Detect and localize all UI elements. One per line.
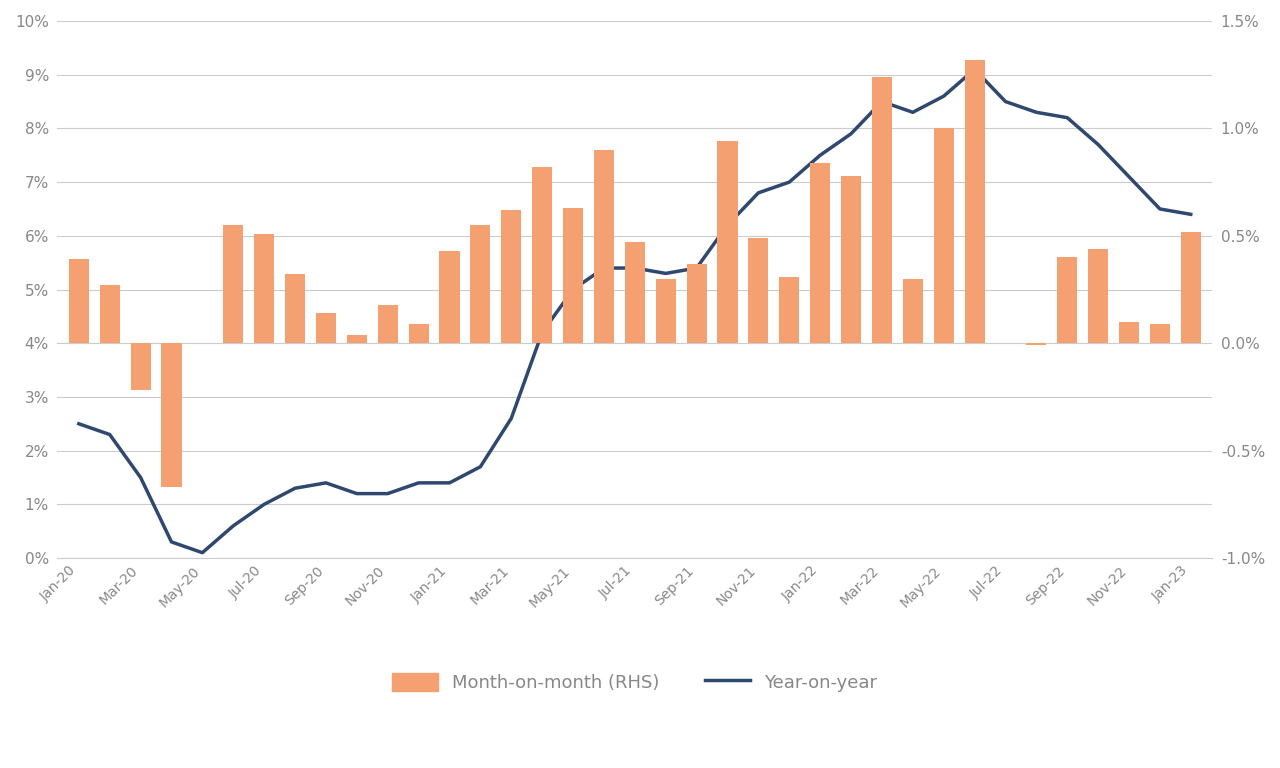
Bar bbox=[470, 225, 490, 343]
Bar bbox=[100, 285, 120, 343]
Bar bbox=[316, 313, 335, 343]
Bar bbox=[223, 225, 243, 343]
Bar bbox=[965, 60, 984, 343]
Bar bbox=[749, 238, 768, 343]
Bar bbox=[780, 276, 799, 343]
Bar bbox=[872, 77, 892, 343]
Bar bbox=[1180, 231, 1201, 343]
Bar bbox=[902, 279, 923, 343]
Bar bbox=[347, 335, 367, 343]
Legend: Month-on-month (RHS), Year-on-year: Month-on-month (RHS), Year-on-year bbox=[385, 666, 884, 700]
Bar bbox=[378, 305, 398, 343]
Bar bbox=[1149, 324, 1170, 343]
Bar bbox=[408, 324, 429, 343]
Bar bbox=[841, 176, 861, 343]
Bar bbox=[655, 279, 676, 343]
Bar bbox=[717, 141, 737, 343]
Bar bbox=[933, 128, 954, 343]
Bar bbox=[255, 233, 274, 343]
Bar bbox=[594, 150, 614, 343]
Bar bbox=[161, 343, 182, 487]
Bar bbox=[1027, 343, 1046, 346]
Bar bbox=[625, 242, 645, 343]
Bar bbox=[131, 343, 151, 390]
Bar bbox=[502, 210, 521, 343]
Bar bbox=[532, 167, 552, 343]
Bar bbox=[1119, 322, 1139, 343]
Bar bbox=[285, 274, 305, 343]
Bar bbox=[69, 260, 88, 343]
Bar bbox=[563, 208, 584, 343]
Bar bbox=[1057, 257, 1078, 343]
Bar bbox=[686, 263, 707, 343]
Bar bbox=[810, 163, 831, 343]
Bar bbox=[1088, 249, 1108, 343]
Bar bbox=[439, 251, 460, 343]
